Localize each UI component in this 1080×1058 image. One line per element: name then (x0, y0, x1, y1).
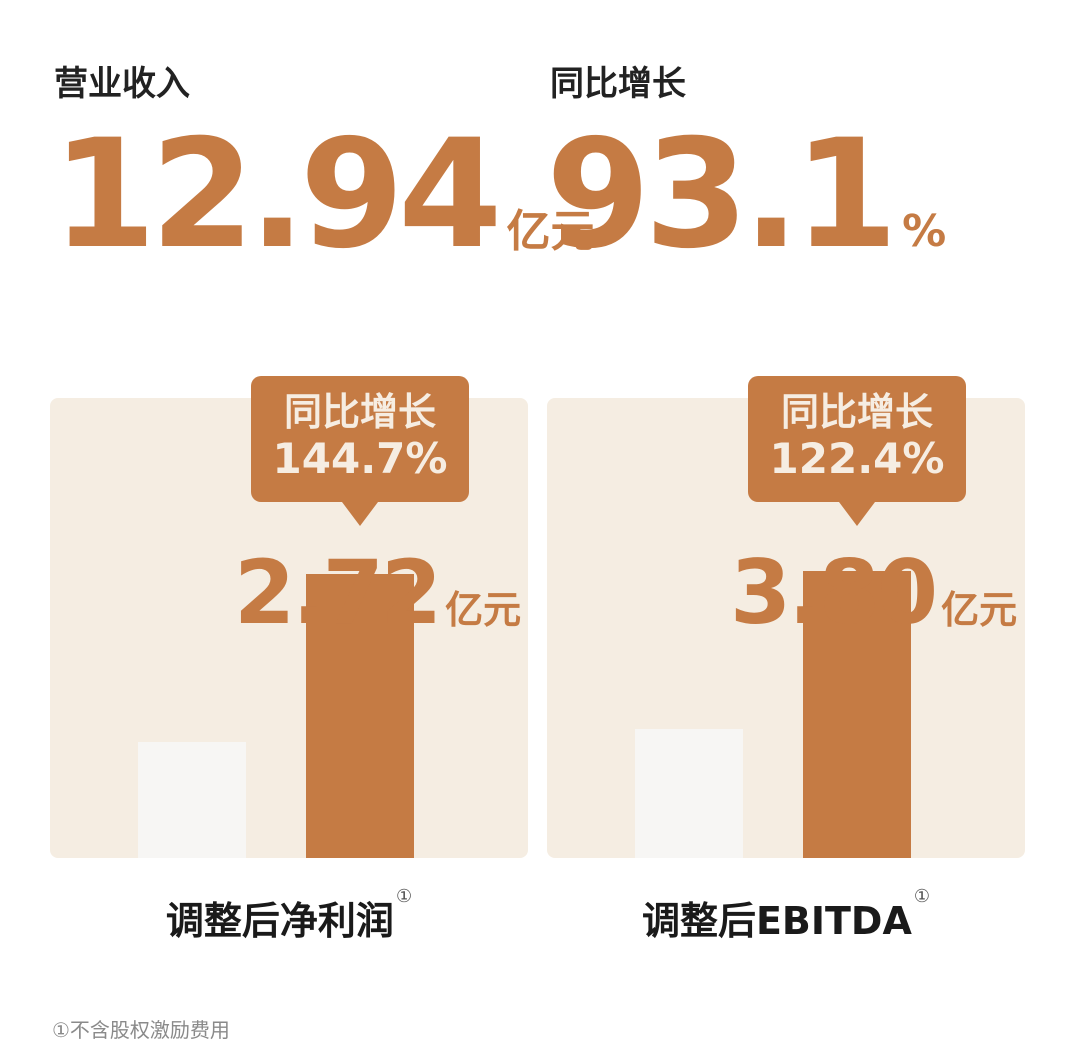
footnote: ①不含股权激励费用 (52, 1018, 230, 1042)
net-profit-unit: 亿元 (445, 588, 522, 632)
footnote-marker: ① (913, 886, 931, 907)
revenue-label: 营业收入 (54, 64, 190, 104)
net-profit-badge-label: 同比增长 (283, 390, 436, 434)
net-profit-badge-value: 144.7% (272, 434, 448, 483)
footnote-marker: ① (395, 886, 413, 907)
net-profit-growth-badge: 同比增长 144.7% (251, 376, 469, 526)
ebitda-number: 3.80 (730, 541, 938, 644)
revenue-unit: 亿元 (506, 206, 595, 257)
growth-value: 93.1 % (546, 120, 946, 280)
ebitda-caption: 调整后EBITDA① (547, 886, 1025, 945)
badge-pointer-icon (839, 502, 875, 526)
ebitda-growth-badge: 同比增长 122.4% (748, 376, 966, 526)
ebitda-curr-bar (803, 571, 911, 858)
revenue-value: 12.94 亿元 (52, 120, 594, 280)
net-profit-caption-text: 调整后净利润 (165, 899, 394, 943)
net-profit-prev-bar (138, 742, 246, 858)
ebitda-caption-text: 调整后EBITDA (641, 899, 912, 943)
badge-pointer-icon (342, 502, 378, 526)
revenue-number: 12.94 (52, 108, 502, 282)
ebitda-value: 3.80 亿元 (730, 548, 1017, 638)
growth-label: 同比增长 (550, 64, 686, 104)
net-profit-number: 2.72 (234, 541, 442, 644)
ebitda-badge-label: 同比增长 (780, 390, 933, 434)
ebitda-prev-bar (635, 729, 743, 858)
ebitda-unit: 亿元 (941, 588, 1018, 632)
net-profit-curr-bar (306, 574, 414, 858)
growth-number: 93.1 (546, 108, 898, 282)
net-profit-caption: 调整后净利润① (50, 886, 528, 945)
net-profit-value: 2.72 亿元 (234, 548, 521, 638)
ebitda-badge-value: 122.4% (769, 434, 945, 483)
growth-unit: % (902, 206, 947, 257)
